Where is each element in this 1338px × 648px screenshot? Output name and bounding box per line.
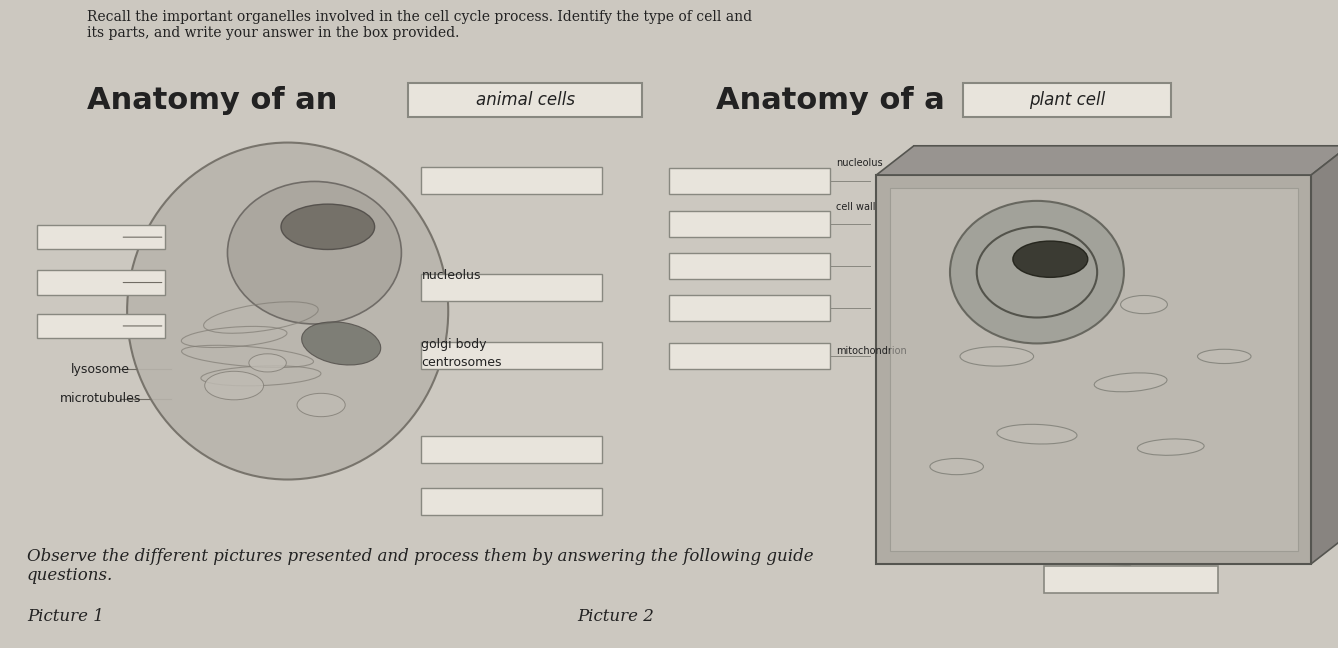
Ellipse shape	[930, 459, 983, 474]
Circle shape	[205, 371, 264, 400]
Text: Picture 2: Picture 2	[577, 608, 654, 625]
Text: mitochondrion: mitochondrion	[836, 346, 907, 356]
Bar	[669, 295, 830, 321]
Bar	[421, 436, 602, 463]
Circle shape	[1013, 241, 1088, 277]
Ellipse shape	[1094, 373, 1167, 392]
Bar	[669, 343, 830, 369]
Ellipse shape	[227, 181, 401, 324]
Text: Recall the important organelles involved in the cell cycle process. Identify the: Recall the important organelles involved…	[87, 10, 752, 40]
Circle shape	[297, 393, 345, 417]
Bar	[37, 225, 165, 249]
Bar	[37, 314, 165, 338]
Bar	[421, 167, 602, 194]
Bar	[421, 488, 602, 515]
Bar	[408, 83, 642, 117]
Ellipse shape	[961, 347, 1034, 366]
Text: cell wall: cell wall	[836, 202, 876, 213]
Text: Anatomy of an: Anatomy of an	[87, 86, 337, 115]
Polygon shape	[914, 146, 1338, 535]
Bar	[669, 211, 830, 237]
Text: centrosomes: centrosomes	[421, 356, 502, 369]
Bar	[890, 188, 1298, 551]
Circle shape	[281, 204, 375, 249]
Bar	[669, 253, 830, 279]
Text: nucleolus: nucleolus	[421, 269, 480, 282]
Ellipse shape	[1198, 349, 1251, 364]
Ellipse shape	[997, 424, 1077, 444]
Bar	[1044, 566, 1218, 593]
Bar	[963, 83, 1171, 117]
Ellipse shape	[1121, 295, 1167, 314]
Text: lysosome: lysosome	[71, 363, 130, 376]
Polygon shape	[1311, 146, 1338, 564]
Text: animal cells: animal cells	[476, 91, 574, 109]
Ellipse shape	[1137, 439, 1204, 456]
Bar	[669, 168, 830, 194]
Text: Observe the different pictures presented and process them by answering the follo: Observe the different pictures presented…	[27, 548, 814, 584]
Ellipse shape	[301, 322, 381, 365]
Polygon shape	[876, 146, 1338, 175]
Ellipse shape	[950, 201, 1124, 343]
Text: Picture 1: Picture 1	[27, 608, 103, 625]
Bar	[421, 274, 602, 301]
Circle shape	[249, 354, 286, 372]
Text: golgi body: golgi body	[421, 338, 487, 351]
Text: nucleolus: nucleolus	[836, 158, 883, 168]
Bar	[876, 175, 1311, 564]
Text: microtubules: microtubules	[60, 392, 140, 405]
Bar	[37, 270, 165, 295]
Bar	[421, 342, 602, 369]
Text: plant cell: plant cell	[1029, 91, 1105, 109]
Ellipse shape	[127, 143, 448, 480]
Text: Anatomy of a: Anatomy of a	[716, 86, 945, 115]
